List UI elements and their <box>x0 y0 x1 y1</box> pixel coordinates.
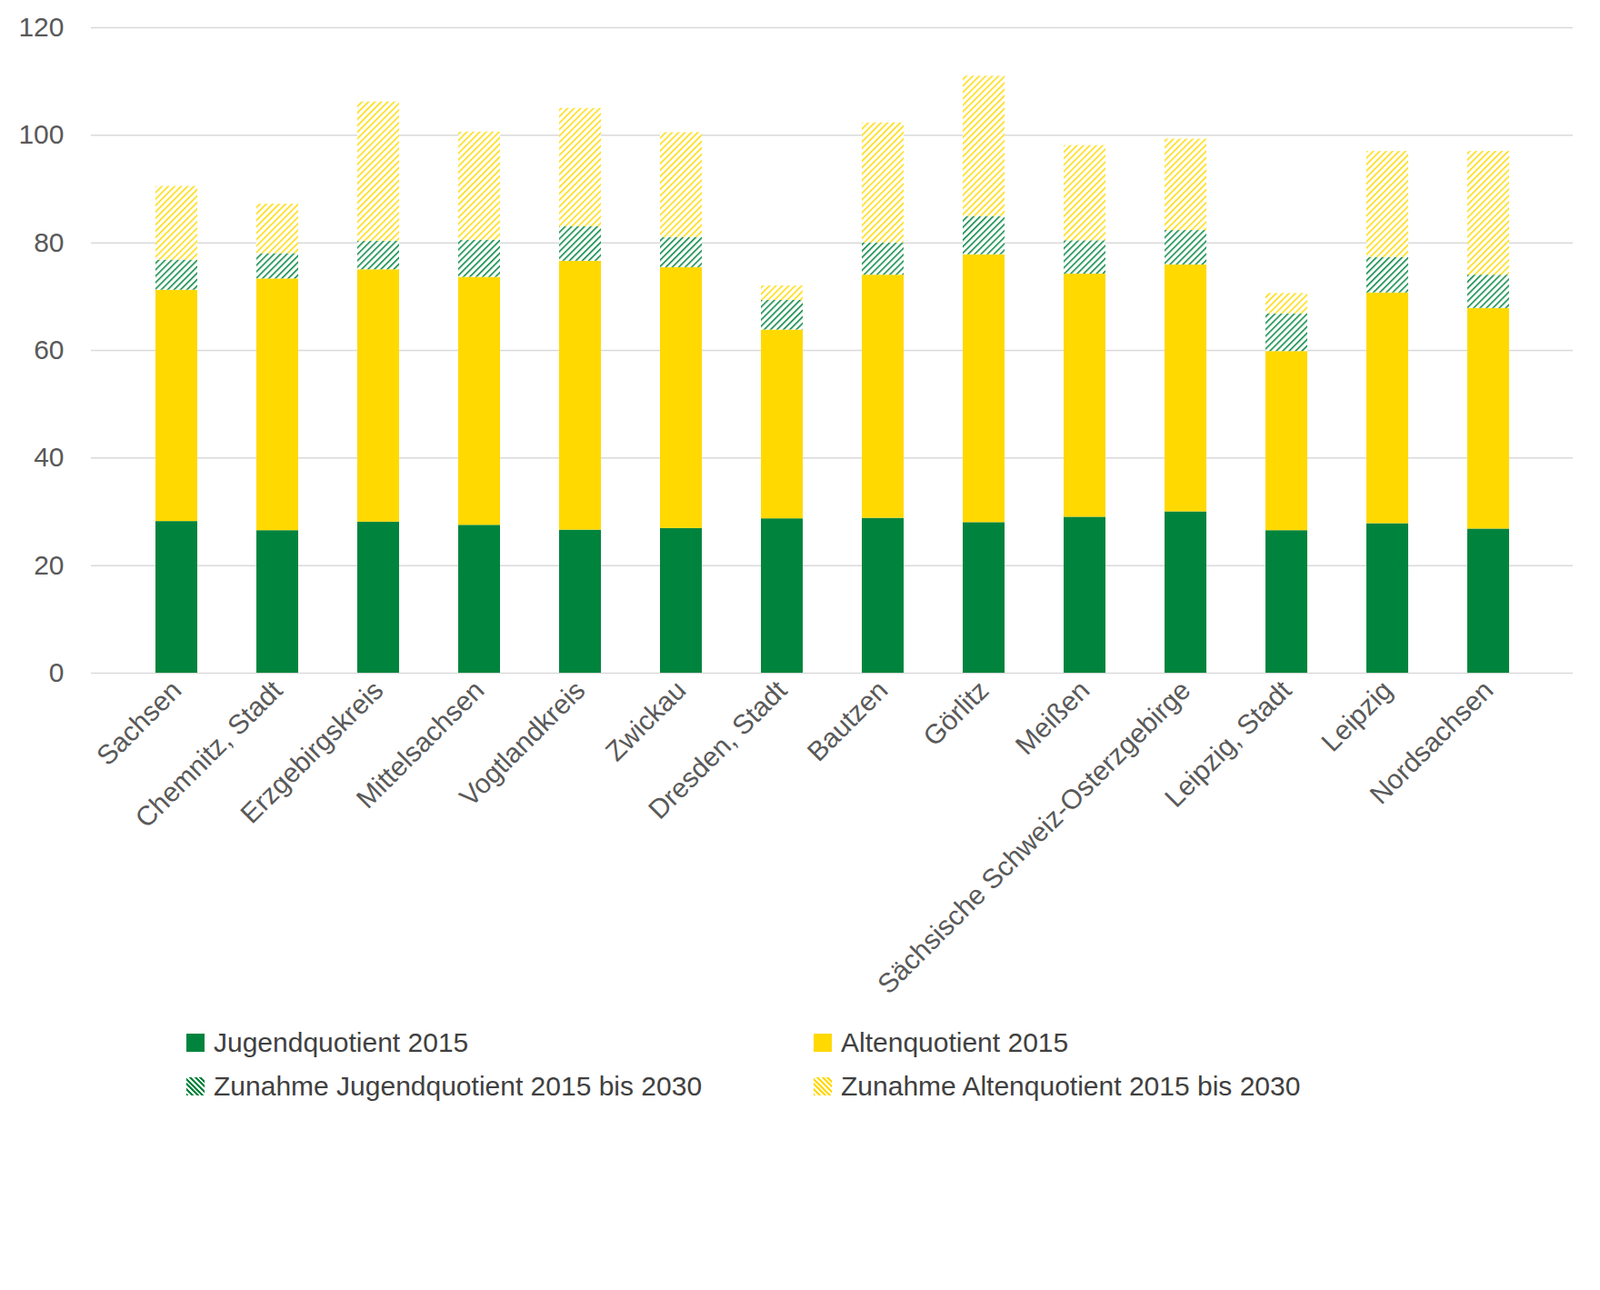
html-text:Zunahme Altenquotient 2015 bis: Zunahme Altenquotient 2015 bis 2030 <box>840 1070 1301 1101</box>
svg-text:Sächsische Schweiz-Osterzgebir: Sächsische Schweiz-Osterzgebirge <box>871 674 1197 1000</box>
svg-text:Sachsen: Sachsen <box>90 674 188 771</box>
svg-text:20: 20 <box>33 550 64 580</box>
svg-text:120: 120 <box>18 11 64 42</box>
html-text:Jugendquotient 2015: Jugendquotient 2015 <box>213 1027 469 1058</box>
svg-text:80: 80 <box>33 227 64 258</box>
svg-text:Leipzig: Leipzig <box>1315 674 1399 758</box>
svg-text:0: 0 <box>49 657 65 688</box>
svg-text:Erzgebirgskreis: Erzgebirgskreis <box>234 674 389 829</box>
svg-text:Meißen: Meißen <box>1009 674 1095 760</box>
svg-text:Chemnitz, Stadt: Chemnitz, Stadt <box>129 674 288 834</box>
svg-text:Dresden, Stadt: Dresden, Stadt <box>642 674 793 825</box>
svg-text:Zwickau: Zwickau <box>599 674 691 767</box>
html-text:Altenquotient 2015: Altenquotient 2015 <box>840 1027 1069 1058</box>
svg-text:100: 100 <box>18 119 64 150</box>
svg-text:Mittelsachsen: Mittelsachsen <box>350 674 490 814</box>
svg-text:Vogtlandkreis: Vogtlandkreis <box>453 674 591 812</box>
svg-text:60: 60 <box>33 334 64 365</box>
svg-text:Görlitz: Görlitz <box>917 674 995 752</box>
svg-text:40: 40 <box>33 441 64 472</box>
svg-text:Leipzig, Stadt: Leipzig, Stadt <box>1159 674 1298 813</box>
svg-text:Bautzen: Bautzen <box>800 674 893 767</box>
svg-text:Nordsachsen: Nordsachsen <box>1363 674 1499 810</box>
html-text:Zunahme Jugendquotient 2015 bi: Zunahme Jugendquotient 2015 bis 2030 <box>213 1070 702 1101</box>
